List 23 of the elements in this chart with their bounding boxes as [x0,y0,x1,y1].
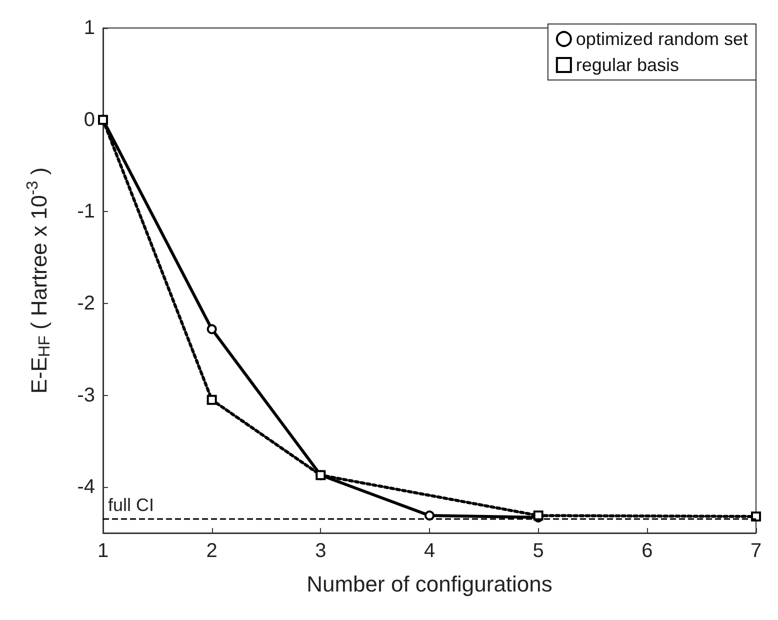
legend-label: optimized random set [576,29,748,49]
x-tick-label: 4 [424,540,436,562]
legend-label: regular basis [576,55,679,75]
point [206,324,217,334]
y-tick-label: 0 [84,108,95,131]
x-tick-label: 7 [750,540,762,562]
x-axis-title: Number of configurations [306,572,552,596]
y-tick-label: -3 [77,384,95,406]
y-tick-label: 1 [84,17,95,39]
x-tick-label: 2 [206,540,218,562]
point [206,394,217,405]
x-tick-label: 6 [642,540,653,562]
y-tick-label: -4 [77,476,95,498]
y-tick-label: -1 [77,200,95,223]
x-tick-label: 3 [315,540,326,562]
y-axis-title: E-EHF ( Hartree x 10-3 ) [24,167,54,394]
point [751,511,761,522]
point [98,114,108,125]
y-tick-label: -2 [77,292,95,314]
x-tick-label: 5 [532,540,544,562]
x-tick-label: 1 [97,540,109,562]
point [424,510,434,521]
ref-line-label: full CI [108,495,154,516]
